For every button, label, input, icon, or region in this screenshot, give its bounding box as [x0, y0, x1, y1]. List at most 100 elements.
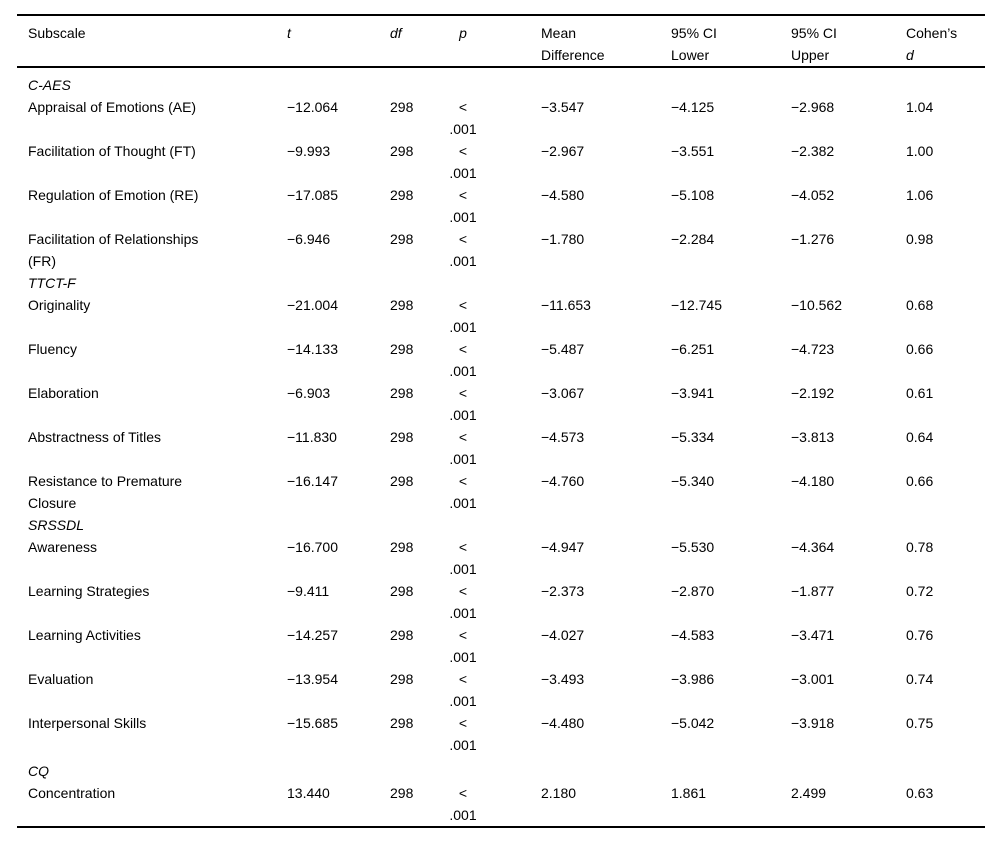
cell-cohens-d: 1.06 [906, 187, 934, 203]
cell-t: −12.064 [287, 99, 338, 115]
p-value: < .001 [449, 429, 477, 467]
table-row: Facilitation of Relationships (FR) −6.946… [17, 228, 985, 272]
statistics-table: Subscale t df p Mean Difference 95% CI L [17, 14, 985, 828]
cell-p: < .001 [441, 668, 541, 712]
cell-mean-difference: −11.653 [541, 297, 591, 313]
cell-ci-upper: −3.918 [791, 715, 835, 731]
cell-subscale: Appraisal of Emotions (AE) [28, 99, 197, 115]
cell-mean-difference: −4.027 [541, 627, 585, 643]
cell-cohens-d: 0.68 [906, 297, 934, 313]
cell-ci-upper: −3.001 [791, 671, 835, 687]
table-row: Learning Strategies −9.411 298 < .001 −2.373 −… [17, 580, 985, 624]
cell-mean-difference: −2.373 [541, 583, 585, 599]
cell-subscale: Resistance to Premature Closure [28, 473, 183, 511]
cell-ci-upper: −1.877 [791, 583, 835, 599]
cell-df: 298 [390, 297, 414, 313]
cell-subscale: Learning Activities [28, 627, 141, 643]
cell-df: 298 [390, 99, 414, 115]
cell-df: 298 [390, 627, 414, 643]
table-row: Fluency −14.133 298 < .001 −5.487 −6.251 −4.723… [17, 338, 985, 382]
cell-p: < .001 [441, 382, 541, 426]
p-value: < .001 [449, 297, 477, 335]
cell-mean-difference: −2.967 [541, 143, 585, 159]
cell-subscale: Learning Strategies [28, 583, 150, 599]
table-row: Abstractness of Titles −11.830 298 < .001 −4.… [17, 426, 985, 470]
table-body: C-AES Appraisal of Emotions (AE) −12.064 29… [17, 67, 985, 827]
cell-df: 298 [390, 671, 414, 687]
cell-subscale: Elaboration [28, 385, 99, 401]
cell-df: 298 [390, 785, 414, 801]
p-value: < .001 [449, 143, 477, 181]
table-header: Subscale t df p Mean Difference 95% CI L [17, 15, 985, 68]
cell-mean-difference: −4.760 [541, 473, 585, 489]
header-label: t [287, 25, 291, 41]
p-value: < .001 [449, 341, 477, 379]
cell-t: −6.946 [287, 231, 331, 247]
cell-ci-lower: −2.284 [671, 231, 715, 247]
table-row: Interpersonal Skills −15.685 298 < .001 −4.48… [17, 712, 985, 756]
cell-t: −11.830 [287, 429, 337, 445]
cell-cohens-d: 0.61 [906, 385, 934, 401]
cell-p: < .001 [441, 782, 541, 827]
cell-subscale: Originality [28, 297, 91, 313]
cell-subscale: Evaluation [28, 671, 94, 687]
cell-p: < .001 [441, 580, 541, 624]
table-row: Awareness −16.700 298 < .001 −4.947 −5.530 −4.3… [17, 536, 985, 580]
cell-subscale: Concentration [28, 785, 116, 801]
cell-t: −17.085 [287, 187, 338, 203]
cell-cohens-d: 0.66 [906, 341, 934, 357]
table-row: Originality −21.004 298 < .001 −11.653 −12.745… [17, 294, 985, 338]
section-label: CQ [28, 763, 49, 779]
cell-p: < .001 [441, 470, 541, 514]
p-value: < .001 [449, 231, 477, 269]
cell-df: 298 [390, 143, 414, 159]
header-label-line1: 95% CI [791, 25, 837, 41]
cell-t: −16.147 [287, 473, 338, 489]
cell-t: −9.993 [287, 143, 331, 159]
table-row: Resistance to Premature Closure −16.147 29… [17, 470, 985, 514]
cell-cohens-d: 0.75 [906, 715, 934, 731]
cell-df: 298 [390, 583, 414, 599]
table-row: Learning Activities −14.257 298 < .001 −4.027… [17, 624, 985, 668]
column-header-p: p [441, 15, 541, 68]
cell-t: −6.903 [287, 385, 331, 401]
p-value: < .001 [449, 385, 477, 423]
cell-p: < .001 [441, 338, 541, 382]
p-value: < .001 [449, 671, 477, 709]
cell-subscale: Abstractness of Titles [28, 429, 162, 445]
header-label-line2: Lower [671, 47, 710, 63]
cell-ci-upper: −2.382 [791, 143, 835, 159]
cell-mean-difference: −4.480 [541, 715, 585, 731]
cell-df: 298 [390, 231, 414, 247]
cell-ci-upper: 2.499 [791, 785, 827, 801]
column-header-df: df [390, 15, 441, 68]
cell-df: 298 [390, 385, 414, 401]
cell-mean-difference: −1.780 [541, 231, 585, 247]
cell-mean-difference: −3.067 [541, 385, 585, 401]
cell-cohens-d: 1.00 [906, 143, 934, 159]
cell-cohens-d: 1.04 [906, 99, 934, 115]
cell-ci-lower: −3.941 [671, 385, 715, 401]
cell-cohens-d: 0.78 [906, 539, 934, 555]
cell-t: −21.004 [287, 297, 338, 313]
cell-ci-upper: −4.723 [791, 341, 835, 357]
cell-ci-upper: −3.471 [791, 627, 835, 643]
cell-subscale: Fluency [28, 341, 78, 357]
cell-ci-upper: −1.276 [791, 231, 835, 247]
cell-ci-upper: −3.813 [791, 429, 835, 445]
table-row: Elaboration −6.903 298 < .001 −3.067 −3.941 −2.… [17, 382, 985, 426]
cell-cohens-d: 0.76 [906, 627, 934, 643]
cell-p: < .001 [441, 184, 541, 228]
cell-p: < .001 [441, 712, 541, 756]
section-row: C-AES [17, 67, 985, 96]
column-header-subscale: Subscale [17, 15, 287, 68]
cell-subscale: Regulation of Emotion (RE) [28, 187, 199, 203]
p-value: < .001 [449, 627, 477, 665]
cell-t: 13.440 [287, 785, 330, 801]
cell-df: 298 [390, 539, 414, 555]
cell-ci-lower: −6.251 [671, 341, 715, 357]
p-value: < .001 [449, 539, 477, 577]
cell-t: −9.411 [287, 583, 330, 599]
cell-t: −16.700 [287, 539, 338, 555]
p-value: < .001 [449, 715, 477, 753]
